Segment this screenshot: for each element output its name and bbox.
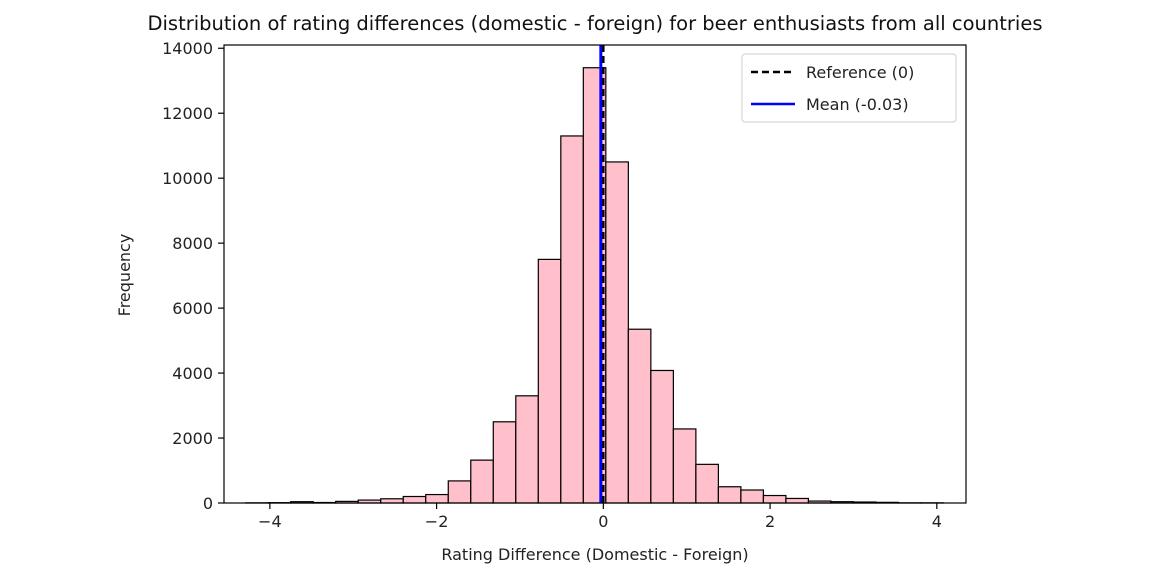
histogram-bar: [492, 421, 517, 504]
y-tick-label: 0: [203, 494, 213, 513]
legend-reference-label: Reference (0): [806, 63, 914, 82]
y-tick-label: 6000: [172, 299, 213, 318]
histogram-bar: [560, 135, 584, 504]
y-axis-label: Frequency: [115, 234, 134, 317]
x-axis-ticks: −4 −2 0 2 4: [258, 503, 942, 531]
y-tick-label: 12000: [162, 104, 213, 123]
histogram-bar: [605, 161, 629, 504]
histogram-bar: [627, 328, 652, 504]
histogram-bar: [672, 428, 697, 504]
reference-lines-layer: [599, 45, 605, 503]
histogram-bar: [515, 395, 539, 504]
histogram-bar: [380, 498, 404, 504]
histogram-bar: [717, 486, 742, 504]
chart-title: Distribution of rating differences (dome…: [148, 12, 1043, 35]
plot-area-frame: [223, 44, 967, 504]
histogram-bar: [537, 258, 562, 504]
bars-layer: [245, 67, 945, 504]
chart-legend: Reference (0) Mean (-0.03): [741, 53, 957, 123]
x-tick-label: 2: [765, 512, 775, 531]
histogram-bar: [695, 463, 719, 504]
y-tick-label: 4000: [172, 364, 213, 383]
legend-box: [741, 53, 957, 123]
histogram-bar: [470, 459, 494, 504]
y-tick-label: 8000: [172, 234, 213, 253]
y-axis-ticks: 0 2000 4000 6000 8000 10000 12000 14000: [162, 39, 224, 513]
histogram-bar: [402, 495, 427, 504]
histogram-bar: [650, 369, 674, 504]
x-tick-label: 0: [598, 512, 608, 531]
histogram-bar: [762, 494, 787, 504]
histogram-bar: [785, 497, 810, 504]
legend-mean-label: Mean (-0.03): [806, 95, 909, 114]
x-tick-label: 4: [932, 512, 942, 531]
y-tick-label: 10000: [162, 169, 213, 188]
y-tick-label: 2000: [172, 429, 213, 448]
histogram-bar: [740, 489, 765, 504]
histogram-bar: [447, 480, 472, 504]
y-tick-label: 14000: [162, 39, 213, 58]
x-tick-label: −2: [425, 512, 449, 531]
histogram-bar: [425, 493, 449, 504]
x-tick-label: −4: [258, 512, 282, 531]
x-axis-label: Rating Difference (Domestic - Foreign): [441, 545, 748, 564]
